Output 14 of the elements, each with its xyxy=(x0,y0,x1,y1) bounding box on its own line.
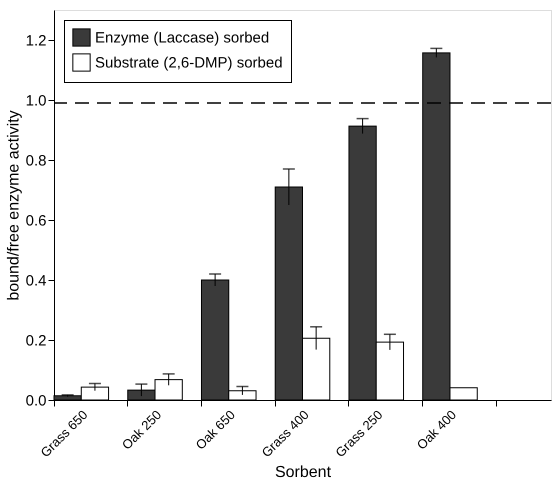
y-tick-label: 0.6 xyxy=(26,212,46,230)
x-tick-label: Oak 400 xyxy=(414,407,460,452)
y-tick-label: 1.2 xyxy=(26,32,46,50)
legend-label: Substrate (2,6-DMP) sorbed xyxy=(95,54,283,72)
y-tick-label: 1.0 xyxy=(26,92,46,110)
x-axis-title: Sorbent xyxy=(274,464,332,482)
y-tick-label: 0.4 xyxy=(26,272,46,290)
y-tick-label: 0.8 xyxy=(26,152,46,170)
x-tick-label: Oak 250 xyxy=(118,407,164,452)
y-axis-title: bound/free enzyme activity xyxy=(6,110,23,301)
y-tick-label: 0.0 xyxy=(26,392,46,410)
x-tick-label: Oak 650 xyxy=(192,407,238,452)
legend-label: Enzyme (Laccase) sorbed xyxy=(95,30,270,46)
y-tick-label: 0.2 xyxy=(26,332,46,350)
